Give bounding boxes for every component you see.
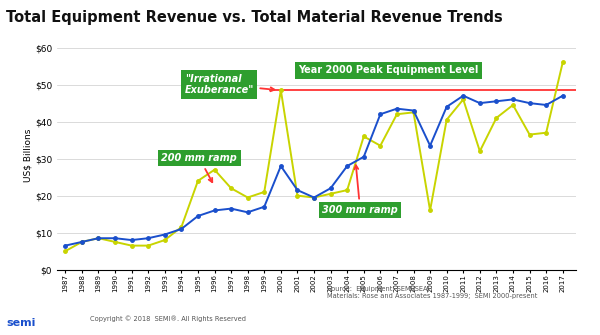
Equipment $B: [377, 144, 384, 148]
Materials $B: [62, 244, 69, 248]
Materials $B: [128, 238, 135, 242]
Materials $B: [194, 214, 202, 218]
Materials $B: [260, 205, 268, 209]
Equipment $B: [559, 60, 566, 64]
Materials $B: [344, 164, 351, 168]
Equipment $B: [294, 194, 301, 198]
Equipment $B: [542, 131, 550, 135]
Equipment $B: [62, 249, 69, 253]
Equipment $B: [78, 240, 85, 244]
Text: 300 mm ramp: 300 mm ramp: [322, 165, 398, 215]
Equipment $B: [344, 188, 351, 192]
Equipment $B: [327, 192, 334, 196]
Equipment $B: [128, 244, 135, 248]
Equipment $B: [427, 208, 434, 212]
Materials $B: [310, 196, 317, 200]
Materials $B: [526, 101, 533, 105]
Materials $B: [427, 144, 434, 148]
Polygon shape: [0, 0, 360, 27]
Text: Total Equipment Revenue vs. Total Material Revenue Trends: Total Equipment Revenue vs. Total Materi…: [6, 10, 503, 25]
Materials $B: [360, 155, 367, 159]
Text: Copyright © 2018  SEMI®. All Rights Reserved: Copyright © 2018 SEMI®. All Rights Reser…: [90, 315, 246, 322]
Materials $B: [460, 94, 467, 98]
Materials $B: [509, 97, 517, 102]
Materials $B: [244, 210, 251, 214]
Text: Source:  Equipment: SEMI/SEAJ
Materials: Rose and Associates 1987-1999;  SEMI 20: Source: Equipment: SEMI/SEAJ Materials: …: [327, 286, 538, 299]
Materials $B: [410, 109, 417, 113]
Materials $B: [542, 103, 550, 107]
Equipment $B: [476, 149, 484, 153]
Materials $B: [112, 236, 119, 240]
Equipment $B: [394, 112, 401, 116]
Materials $B: [211, 208, 218, 212]
Materials $B: [95, 236, 102, 240]
Equipment $B: [95, 236, 102, 240]
Materials $B: [377, 112, 384, 116]
Materials $B: [227, 207, 235, 211]
Line: Materials $B: Materials $B: [64, 94, 565, 247]
Equipment $B: [443, 118, 450, 122]
Equipment $B: [161, 238, 169, 242]
Materials $B: [476, 101, 484, 105]
Equipment $B: [145, 244, 152, 248]
Materials $B: [161, 232, 169, 237]
Equipment $B: [211, 168, 218, 172]
Equipment $B: [410, 110, 417, 114]
Materials $B: [327, 186, 334, 190]
Equipment $B: [178, 225, 185, 229]
Text: semi: semi: [6, 318, 35, 328]
Materials $B: [277, 164, 284, 168]
Materials $B: [145, 236, 152, 240]
Equipment $B: [244, 196, 251, 200]
Equipment $B: [493, 116, 500, 120]
Equipment $B: [310, 196, 317, 200]
Equipment $B: [460, 97, 467, 102]
Materials $B: [394, 107, 401, 111]
Materials $B: [78, 240, 85, 244]
Equipment $B: [526, 133, 533, 137]
Equipment $B: [194, 179, 202, 183]
Equipment $B: [277, 88, 284, 92]
Equipment $B: [360, 134, 367, 138]
Equipment $B: [227, 186, 235, 190]
Line: Equipment $B: Equipment $B: [64, 61, 565, 253]
Materials $B: [559, 94, 566, 98]
Materials $B: [493, 99, 500, 103]
Y-axis label: US$ Billions: US$ Billions: [23, 128, 32, 182]
Materials $B: [178, 227, 185, 231]
Materials $B: [443, 105, 450, 109]
Text: 200 mm ramp: 200 mm ramp: [161, 153, 237, 182]
Equipment $B: [112, 240, 119, 244]
Equipment $B: [509, 103, 517, 107]
Equipment $B: [260, 190, 268, 194]
Materials $B: [294, 188, 301, 192]
Text: Year 2000 Peak Equipment Level: Year 2000 Peak Equipment Level: [298, 65, 479, 75]
Text: "Irrational
Exuberance": "Irrational Exuberance": [185, 73, 274, 95]
